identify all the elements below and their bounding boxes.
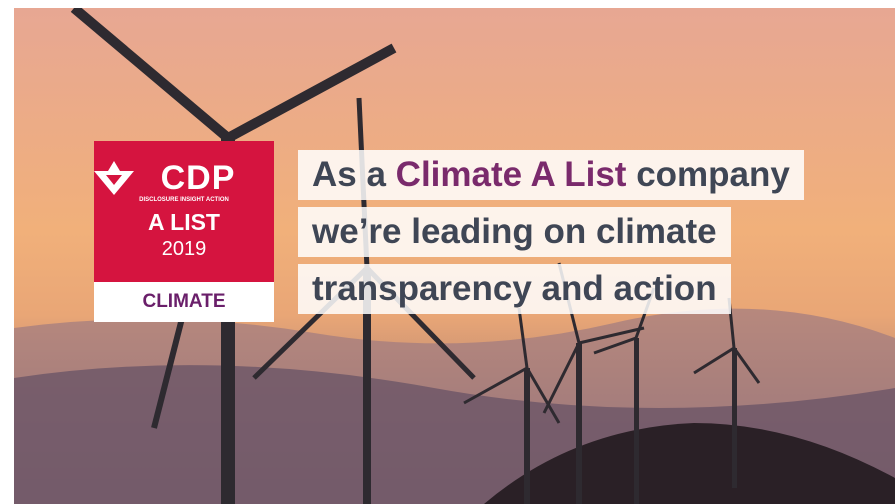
hero-image: CDP DISCLOSURE INSIGHT ACTION A LIST 201…	[14, 8, 895, 504]
headline-line: we’re leading on climate	[298, 207, 731, 257]
highlight: Climate A List	[396, 155, 627, 194]
text: As a	[312, 155, 386, 194]
text: company	[636, 155, 790, 194]
badge-top: CDP DISCLOSURE INSIGHT ACTION A LIST 201…	[94, 141, 274, 282]
logo-mark	[94, 161, 134, 195]
logo-text: CDP	[161, 159, 236, 197]
logo: CDP	[94, 161, 274, 195]
headline-line: transparency and action	[298, 264, 731, 314]
list-label: A LIST	[94, 209, 274, 236]
theme: CLIMATE	[94, 282, 274, 322]
cdp-badge: CDP DISCLOSURE INSIGHT ACTION A LIST 201…	[94, 141, 274, 322]
page: CDP DISCLOSURE INSIGHT ACTION A LIST 201…	[0, 0, 895, 504]
tagline: DISCLOSURE INSIGHT ACTION	[94, 197, 274, 203]
year: 2019	[94, 238, 274, 261]
headline-line: As a Climate A List company	[298, 150, 804, 200]
